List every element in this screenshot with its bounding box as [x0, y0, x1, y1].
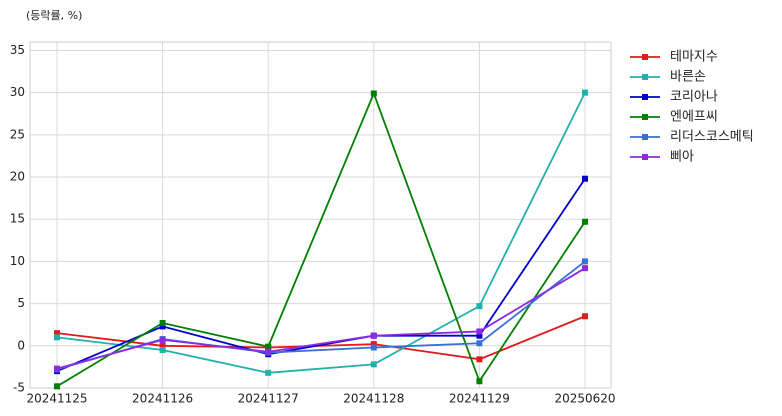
annotation: (등락률, %): [26, 9, 82, 22]
point-marker: [54, 365, 60, 372]
legend-marker: [642, 74, 648, 80]
point-marker: [370, 361, 377, 368]
y-tick-label: 15: [10, 212, 25, 226]
legend-label: 리더스코스메틱: [670, 130, 754, 145]
point-marker: [159, 347, 166, 354]
legend-marker: [642, 94, 648, 100]
point-marker: [476, 378, 483, 385]
point-marker: [476, 328, 483, 335]
point-marker: [54, 334, 60, 341]
legend-label: 바른손: [670, 70, 706, 85]
legend-label: 테마지수: [670, 50, 718, 65]
point-marker: [54, 383, 60, 390]
y-tick-label: 35: [10, 43, 25, 57]
legend-label: 삐아: [670, 150, 694, 165]
y-tick-label: 10: [10, 254, 25, 268]
y-tick-label: 5: [17, 296, 25, 310]
point-marker: [159, 323, 166, 330]
point-marker: [476, 356, 483, 363]
point-marker: [159, 336, 166, 343]
y-tick-label: 30: [10, 85, 25, 99]
point-marker: [265, 343, 272, 350]
point-marker: [582, 313, 588, 320]
legend-marker: [642, 154, 648, 160]
y-tick-label: 25: [10, 127, 25, 141]
point-marker: [582, 218, 588, 225]
point-marker: [582, 265, 588, 272]
point-marker: [370, 332, 377, 339]
legend-marker: [642, 54, 648, 60]
x-tick-label: 20241127: [238, 392, 299, 406]
legend-label: 코리아나: [670, 90, 718, 105]
x-tick-label: 20241128: [343, 392, 404, 406]
point-marker: [54, 330, 60, 337]
point-marker: [370, 341, 377, 348]
point-marker: [582, 89, 588, 96]
y-tick-label: -5: [13, 381, 25, 395]
point-marker: [370, 90, 377, 97]
point-marker: [265, 369, 272, 376]
legend-label: 엔에프씨: [670, 110, 718, 125]
x-tick-label: 20250620: [554, 392, 615, 406]
series-line: [56, 91, 586, 388]
y-tick-label: 20: [10, 170, 25, 184]
point-marker: [159, 320, 166, 327]
x-tick-label: 20241126: [132, 392, 193, 406]
legend-marker: [642, 114, 648, 120]
x-tick-label: 20241125: [26, 392, 87, 406]
series-line: [56, 267, 586, 370]
point-marker: [476, 340, 483, 347]
point-marker: [582, 258, 588, 265]
point-marker: [476, 303, 483, 310]
x-tick-label: 20241129: [449, 392, 510, 406]
legend-marker: [642, 134, 648, 140]
plot-frame: [29, 41, 612, 389]
point-marker: [476, 332, 483, 339]
point-marker: [159, 342, 166, 349]
point-marker: [265, 348, 272, 355]
series-line: [56, 92, 586, 374]
point-marker: [370, 344, 377, 351]
y-tick-label: 0: [17, 338, 25, 352]
point-marker: [582, 175, 588, 182]
